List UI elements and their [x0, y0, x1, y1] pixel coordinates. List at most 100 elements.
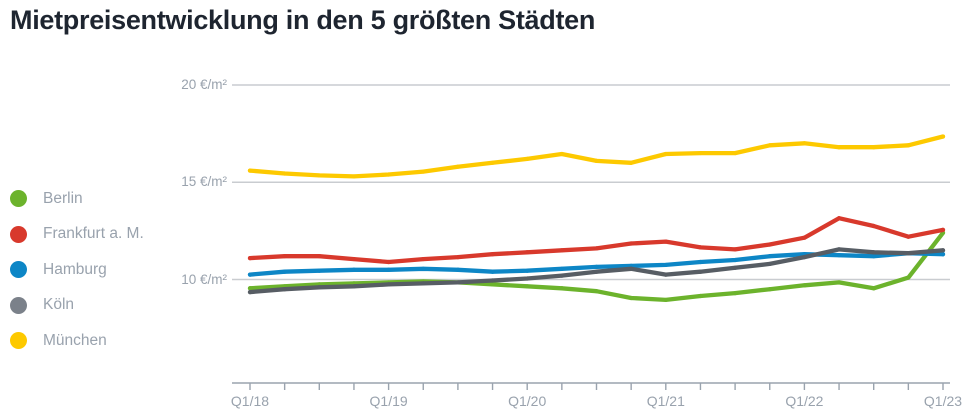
data-point [317, 285, 322, 290]
data-point [386, 267, 391, 272]
data-point [836, 216, 842, 221]
data-point [525, 268, 530, 273]
data-point [559, 286, 564, 291]
legend-item-frankfurt-a-m-: Frankfurt a. M. [10, 225, 144, 243]
data-point [629, 160, 634, 165]
legend-item-k-ln: Köln [10, 296, 144, 314]
data-point [802, 255, 807, 260]
data-point [455, 164, 460, 169]
y-axis-tick-label: 10 €/m² [181, 271, 227, 287]
data-point [663, 151, 668, 157]
data-point [906, 251, 911, 256]
data-point [871, 254, 876, 259]
legend-label: Hamburg [43, 260, 107, 278]
data-point [594, 158, 599, 163]
data-point [247, 286, 253, 291]
data-point [733, 150, 738, 156]
data-point [663, 262, 668, 268]
series-line-m-nchen [247, 134, 946, 179]
legend-label: München [43, 331, 107, 349]
data-point [940, 227, 946, 233]
legend-label: Frankfurt a. M. [43, 225, 144, 242]
data-point [663, 239, 668, 244]
data-point [767, 242, 772, 247]
data-point [421, 281, 426, 286]
data-point [871, 250, 876, 255]
data-point [940, 252, 946, 257]
data-point [490, 269, 495, 274]
data-point [351, 284, 357, 289]
data-point [698, 293, 703, 299]
data-point [594, 289, 599, 294]
data-point [490, 160, 495, 165]
data-point [802, 235, 807, 240]
data-point [247, 290, 253, 295]
data-point [629, 241, 634, 246]
data-point [386, 172, 391, 177]
legend-item-hamburg: Hamburg [10, 261, 144, 278]
data-point [594, 246, 599, 251]
data-point [559, 151, 564, 157]
data-point [733, 247, 738, 252]
data-point [767, 254, 772, 259]
data-point [421, 266, 426, 271]
data-point [247, 256, 253, 261]
data-point [351, 267, 357, 272]
data-point [698, 259, 703, 265]
data-point [940, 248, 946, 253]
data-point [455, 255, 460, 260]
data-point [247, 168, 253, 173]
data-point [594, 264, 599, 269]
data-point [767, 287, 772, 292]
data-point [421, 256, 426, 262]
data-point [802, 141, 807, 146]
x-axis-tick-label: Q1/23 [923, 393, 963, 409]
legend-dot [10, 190, 27, 207]
legend-label: Berlin [43, 189, 83, 207]
x-axis [232, 382, 950, 390]
series-lines [247, 134, 946, 303]
data-point [836, 145, 842, 150]
data-point [733, 265, 738, 270]
data-point [836, 247, 842, 252]
data-point [282, 287, 287, 292]
x-axis-tick-label: Q1/20 [508, 393, 547, 409]
legend-item-m-nchen: München [10, 332, 144, 349]
data-point [490, 252, 495, 257]
data-point [940, 134, 946, 139]
y-axis-tick-label: 20 €/m² [181, 77, 227, 92]
legend-dot [10, 332, 27, 349]
legend-dot [10, 296, 27, 314]
data-point [629, 266, 634, 271]
data-point [282, 171, 287, 176]
data-point [490, 282, 495, 287]
data-point [871, 286, 876, 291]
data-point [767, 143, 772, 148]
data-point [455, 280, 460, 285]
data-point [698, 269, 703, 274]
data-point [282, 254, 287, 259]
x-axis-tick-label: Q1/19 [369, 393, 408, 409]
data-point [836, 253, 842, 258]
data-point [733, 291, 738, 296]
data-point [525, 156, 530, 162]
data-point [733, 257, 738, 263]
data-point [559, 273, 564, 278]
data-point [351, 256, 357, 262]
legend-dot [10, 261, 27, 278]
data-point [386, 259, 391, 265]
data-point [525, 250, 530, 255]
data-point [282, 269, 287, 274]
data-point [906, 275, 911, 280]
data-point [629, 295, 634, 301]
data-point [767, 261, 772, 267]
gridlines [232, 84, 950, 281]
data-point [594, 269, 599, 274]
data-point [663, 297, 668, 303]
data-point [906, 234, 911, 239]
data-point [317, 268, 322, 273]
data-point [247, 272, 253, 277]
data-point [559, 248, 564, 253]
data-point [421, 169, 426, 174]
